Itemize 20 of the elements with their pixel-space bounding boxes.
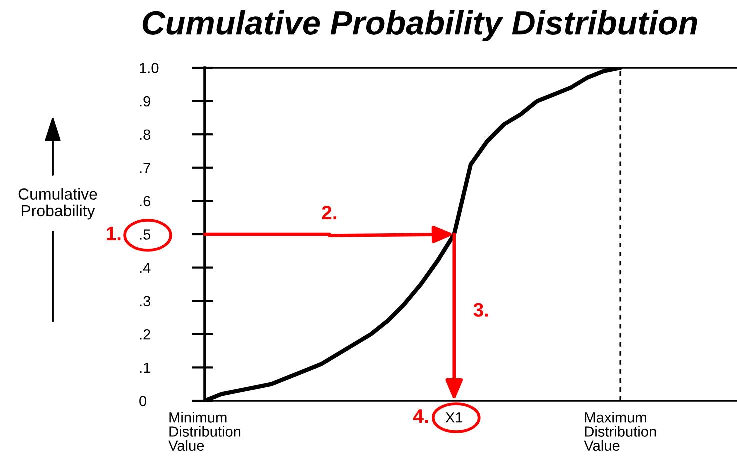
y-tick-label: 0 bbox=[140, 396, 147, 406]
text: 4. bbox=[413, 410, 428, 424]
chart-title: Cumulative Probability Distribution bbox=[142, 10, 698, 42]
y-tick-label: .5 bbox=[140, 230, 151, 240]
annotation: 2. bbox=[322, 206, 336, 220]
y-axis-title: Cumulative Probability bbox=[18, 188, 98, 220]
y-tick-label: .2 bbox=[140, 330, 150, 340]
y-tick-label: .7 bbox=[140, 163, 150, 174]
y-tick-label: 1.0 bbox=[140, 63, 159, 74]
annotation: 3. bbox=[474, 303, 488, 317]
y-tick-label: .6 bbox=[140, 196, 151, 207]
x-tick-label: Maximum Distribution Value bbox=[584, 412, 656, 452]
y-tick-label: .4 bbox=[140, 263, 151, 274]
y-tick-label: .9 bbox=[140, 96, 150, 107]
text: 1. bbox=[107, 227, 121, 241]
y-tick-label: .1 bbox=[140, 362, 150, 373]
x-tick-label: Minimum Distribution Value bbox=[168, 412, 241, 452]
y-tick-label: .3 bbox=[140, 296, 151, 307]
y-tick-label: .8 bbox=[140, 130, 151, 140]
x-tick-label: X1 bbox=[446, 412, 463, 423]
